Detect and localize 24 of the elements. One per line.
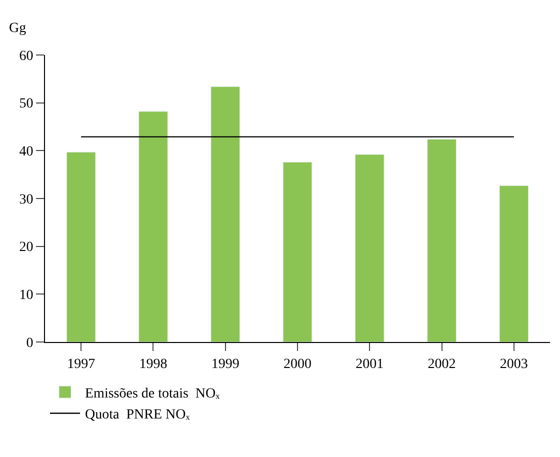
x-tick-label: 2001 [356,356,384,372]
bar [354,154,384,342]
bar [427,138,456,342]
x-tick-label: 2003 [500,356,528,372]
bar [282,162,312,342]
y-axis-title: Gg [9,21,26,36]
y-tick-label: 40 [19,144,34,160]
y-tick-label: 60 [19,48,34,64]
bar [66,152,96,342]
y-tick-label: 50 [19,96,34,112]
legend-label: Emissões de totais NOₓ [85,386,221,402]
y-tick-label: 20 [19,240,34,256]
bar [210,86,240,342]
y-tick-label: 10 [19,288,34,304]
legend-label: Quota PNRE NOₓ [85,408,191,423]
x-tick-label: 1997 [67,356,96,372]
x-tick-label: 2000 [284,356,312,372]
y-tick-label: 30 [19,192,34,208]
bar [138,111,168,342]
x-tick-label: 2002 [428,356,456,372]
bar [499,185,529,342]
y-tick-label: 0 [26,336,34,351]
x-tick-label: 1999 [211,356,240,372]
x-tick-label: 1998 [139,356,168,372]
